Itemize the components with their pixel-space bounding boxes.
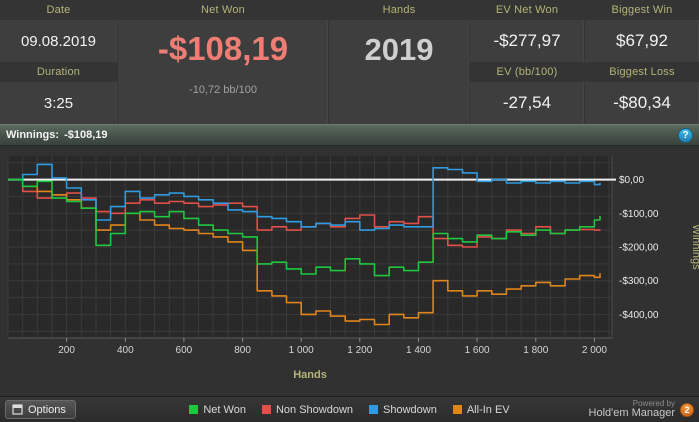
- legend-swatch-icon: [452, 405, 462, 414]
- svg-text:400: 400: [117, 345, 134, 356]
- legend-label: Non Showdown: [275, 403, 354, 416]
- winnings-line-chart[interactable]: 200 400 600 800 1 000 1 200 1 400 1 600 1 800 2 0…: [0, 146, 699, 396]
- biggest-loss-value: -$80,34: [613, 93, 671, 112]
- ev-bb100-value: -27,54: [502, 93, 552, 112]
- ev-bb100-label: EV (bb/100): [470, 62, 584, 82]
- svg-text:1 800: 1 800: [523, 345, 548, 356]
- chart-legend: Net Won Non Showdown Showdown All-In EV: [0, 404, 699, 416]
- footer-bar: Options Net Won Non Showdown Showdown All-I…: [0, 396, 699, 422]
- svg-text:200: 200: [58, 345, 75, 356]
- svg-text:1 000: 1 000: [289, 345, 314, 356]
- date-label: Date: [0, 0, 117, 20]
- ev-net-won-label: EV Net Won: [470, 0, 584, 20]
- biggest-win-label: Biggest Win: [585, 0, 699, 20]
- legend-swatch-icon: [261, 405, 271, 414]
- duration-label: Duration: [0, 62, 117, 82]
- svg-text:2 000: 2 000: [582, 345, 607, 356]
- legend-label: Net Won: [203, 403, 246, 416]
- session-stats-header: Date 09.08.2019 Duration 3:25 Net Won -$…: [0, 0, 699, 124]
- svg-text:600: 600: [176, 345, 193, 356]
- help-icon[interactable]: ?: [678, 127, 693, 143]
- hands-value: 2019: [364, 32, 434, 67]
- svg-text:800: 800: [234, 345, 251, 356]
- svg-text:1 400: 1 400: [406, 345, 431, 356]
- brand-name: Hold'em Manager: [588, 406, 675, 419]
- net-won-label: Net Won: [118, 0, 328, 20]
- duration-value: 3:25: [43, 94, 74, 112]
- svg-text:Hands: Hands: [293, 369, 327, 381]
- winnings-chart-area: 200 400 600 800 1 000 1 200 1 400 1 600 1 800 2 0…: [0, 146, 699, 396]
- winnings-bar-label: Winnings:: [6, 129, 60, 141]
- legend-item[interactable]: Non Showdown: [261, 403, 354, 416]
- date-duration-column: Date 09.08.2019 Duration 3:25: [0, 0, 118, 124]
- net-won-value: -$108,19: [157, 30, 289, 67]
- legend-label: All-In EV: [466, 403, 510, 416]
- ev-column: EV Net Won -$277,97 EV (bb/100) -27,54: [470, 0, 585, 124]
- brand-badge-icon: 2: [680, 402, 694, 417]
- winnings-title-bar: Winnings: -$108,19 ?: [0, 124, 699, 146]
- winnings-bar-value: -$108,19: [64, 129, 108, 141]
- svg-text:-$100,00: -$100,00: [619, 209, 659, 220]
- powered-by-text: Powered by: [632, 398, 675, 408]
- options-icon: [12, 404, 23, 415]
- date-value: 09.08.2019: [20, 32, 97, 50]
- svg-text:-$300,00: -$300,00: [619, 276, 659, 287]
- biggest-win-value: $67,92: [616, 31, 668, 50]
- legend-item[interactable]: Net Won: [189, 404, 246, 416]
- hands-label: Hands: [329, 0, 469, 20]
- svg-text:Winnings: Winnings: [690, 224, 699, 270]
- biggest-column: Biggest Win $67,92 Biggest Loss -$80,34: [585, 0, 699, 124]
- legend-swatch-icon: [189, 405, 199, 414]
- svg-text:1 600: 1 600: [465, 345, 490, 356]
- hands-column: Hands 2019: [329, 0, 470, 124]
- powered-by-block: Powered by Hold'em Manager 2: [588, 398, 694, 420]
- legend-swatch-icon: [369, 405, 379, 414]
- options-button-label: Options: [28, 403, 66, 416]
- legend-item[interactable]: Showdown: [369, 404, 437, 416]
- legend-item[interactable]: All-In EV: [452, 403, 510, 416]
- net-won-column: Net Won -$108,19 -10,72 bb/100: [118, 0, 329, 124]
- svg-text:1 200: 1 200: [347, 345, 372, 356]
- svg-text:-$400,00: -$400,00: [619, 310, 659, 321]
- net-won-bb100: -10,72 bb/100: [189, 84, 257, 96]
- svg-text:-$200,00: -$200,00: [619, 243, 659, 254]
- options-button[interactable]: Options: [5, 400, 76, 419]
- svg-text:$0,00: $0,00: [619, 175, 644, 186]
- legend-label: Showdown: [383, 403, 437, 416]
- ev-net-won-value: -$277,97: [493, 31, 561, 50]
- biggest-loss-label: Biggest Loss: [585, 62, 699, 82]
